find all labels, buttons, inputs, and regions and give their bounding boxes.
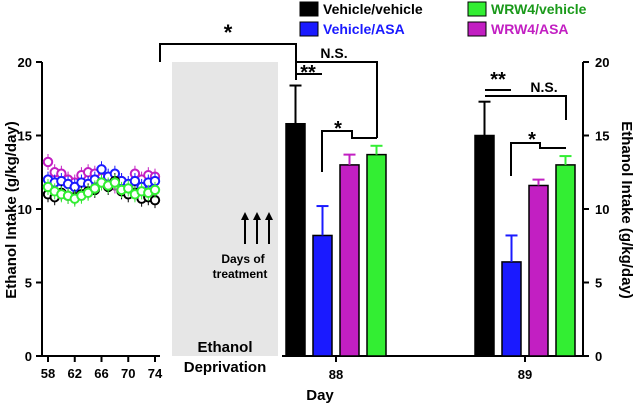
deprivation-band xyxy=(172,62,278,356)
bar-x-tick-label: 89 xyxy=(518,367,532,382)
sig-star-89: * xyxy=(528,129,536,151)
left-x-tick-label: 66 xyxy=(94,366,108,381)
ns-88: N.S. xyxy=(320,45,347,61)
left-x-tick-label: 58 xyxy=(41,366,55,381)
bar xyxy=(312,234,333,357)
sig-bracket-88-ns xyxy=(295,61,378,138)
right-y-tick-label: 15 xyxy=(595,129,609,144)
baseline-point xyxy=(96,164,107,175)
legend-label: WRW4/ASA xyxy=(491,21,569,37)
sig-double-88: ** xyxy=(300,62,316,84)
ns-89: N.S. xyxy=(530,79,557,95)
baseline-point xyxy=(123,183,134,194)
bar xyxy=(501,261,522,357)
baseline-point xyxy=(149,184,161,196)
baseline-point xyxy=(89,183,101,194)
left-x-ticks: 58 62 66 70 74 xyxy=(41,356,163,381)
left-y-tick-label: 5 xyxy=(25,276,32,291)
baseline-point xyxy=(42,156,54,168)
treatment-label-line1: Days of xyxy=(221,252,265,266)
baseline-series xyxy=(42,153,161,209)
sig-bracket-89-ns xyxy=(485,95,567,120)
bar xyxy=(339,164,360,357)
left-y-tick-label: 10 xyxy=(18,202,32,217)
bar xyxy=(555,164,576,357)
right-y-tick-label: 5 xyxy=(595,276,602,291)
legend-swatch xyxy=(467,21,487,37)
legend-label: Vehicle/ASA xyxy=(323,21,405,37)
legend-label: WRW4/vehicle xyxy=(491,1,587,17)
legend-swatch xyxy=(299,21,319,37)
legend: Vehicle/vehicle Vehicle/ASA WRW4/vehicle WR… xyxy=(299,1,587,37)
right-y-axis-label: Ethanol Intake (g/kg/day) xyxy=(618,121,635,299)
bar-x-ticks: 88 89 xyxy=(329,356,532,382)
bar xyxy=(285,122,306,357)
right-y-tick-label: 10 xyxy=(595,202,609,217)
x-axis-label: Day xyxy=(306,387,334,404)
left-x-tick-label: 74 xyxy=(148,366,163,381)
left-x-tick-label: 62 xyxy=(68,366,82,381)
deprivation-label-line2: Deprivation xyxy=(184,359,267,376)
left-x-tick-label: 70 xyxy=(121,366,135,381)
treatment-arrows xyxy=(241,212,273,244)
sig-star-baseline: * xyxy=(224,20,233,45)
baseline-point xyxy=(109,177,121,188)
right-y-tick-label: 0 xyxy=(595,349,602,364)
legend-label: Vehicle/vehicle xyxy=(323,1,423,17)
bar xyxy=(528,184,549,357)
right-y-tick-label: 20 xyxy=(595,55,609,70)
legend-swatch xyxy=(467,1,487,17)
bar xyxy=(366,153,387,357)
sig-star-88: * xyxy=(334,118,342,140)
bar-series xyxy=(285,84,576,357)
right-y-ticks: 0 5 10 15 20 xyxy=(583,55,609,364)
sig-double-89: ** xyxy=(490,69,506,91)
left-y-tick-label: 15 xyxy=(18,129,32,144)
bar-x-tick-label: 88 xyxy=(329,367,343,382)
left-y-tick-label: 0 xyxy=(25,349,32,364)
sig-bracket-baseline xyxy=(159,43,297,62)
left-y-ticks: 0 5 10 15 20 xyxy=(18,55,42,364)
left-y-axis-label: Ethanol Intake (g/kg/day) xyxy=(3,121,20,299)
bar xyxy=(474,134,495,357)
legend-swatch xyxy=(299,1,319,17)
deprivation-label-line1: Ethanol xyxy=(198,339,253,356)
treatment-label-line2: treatment xyxy=(213,267,268,281)
left-y-tick-label: 20 xyxy=(18,55,32,70)
